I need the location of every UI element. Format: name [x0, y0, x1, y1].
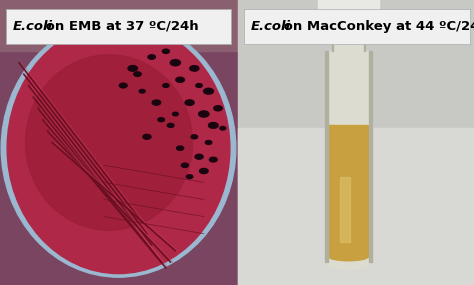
Bar: [364, 34, 365, 51]
Bar: [318, 0, 379, 20]
Bar: [328, 125, 368, 256]
Bar: [332, 34, 365, 51]
Bar: [0, 0, 238, 51]
Bar: [244, 9, 470, 44]
Circle shape: [152, 100, 161, 105]
Ellipse shape: [7, 23, 230, 274]
Circle shape: [200, 168, 208, 174]
Circle shape: [148, 55, 155, 59]
Ellipse shape: [26, 55, 192, 230]
Circle shape: [196, 84, 202, 87]
Circle shape: [190, 66, 199, 71]
Circle shape: [119, 83, 127, 88]
Circle shape: [210, 157, 217, 162]
Circle shape: [186, 175, 193, 179]
Circle shape: [205, 141, 212, 144]
Bar: [340, 177, 350, 242]
Circle shape: [139, 89, 145, 93]
Circle shape: [209, 123, 218, 128]
Bar: [6, 9, 231, 44]
Ellipse shape: [318, 0, 379, 46]
Circle shape: [182, 163, 188, 167]
Circle shape: [163, 49, 169, 53]
Circle shape: [167, 123, 174, 127]
Circle shape: [204, 88, 213, 94]
Ellipse shape: [1, 19, 236, 277]
Ellipse shape: [328, 252, 368, 261]
Bar: [0, 0, 238, 285]
Bar: [369, 51, 372, 262]
Bar: [238, 0, 474, 285]
Text: on EMB at 37 ºC/24h: on EMB at 37 ºC/24h: [41, 20, 199, 33]
Text: E.coli: E.coli: [251, 20, 291, 33]
Circle shape: [220, 127, 226, 130]
Circle shape: [163, 84, 169, 87]
Circle shape: [170, 60, 181, 66]
Circle shape: [185, 100, 194, 105]
Circle shape: [176, 77, 184, 82]
Circle shape: [143, 134, 151, 139]
Bar: [325, 51, 372, 262]
Circle shape: [173, 112, 178, 116]
Bar: [238, 128, 474, 285]
Circle shape: [195, 154, 203, 159]
Ellipse shape: [325, 255, 372, 269]
Bar: [325, 51, 328, 262]
Text: E.coli: E.coli: [13, 20, 53, 33]
Bar: [332, 34, 333, 51]
Circle shape: [176, 146, 184, 150]
Circle shape: [158, 118, 164, 122]
Circle shape: [134, 72, 141, 76]
Circle shape: [199, 111, 209, 117]
Circle shape: [191, 135, 198, 139]
Circle shape: [128, 66, 137, 71]
Text: on MacConkey at 44 ºC/24h: on MacConkey at 44 ºC/24h: [279, 20, 474, 33]
Circle shape: [214, 106, 222, 111]
